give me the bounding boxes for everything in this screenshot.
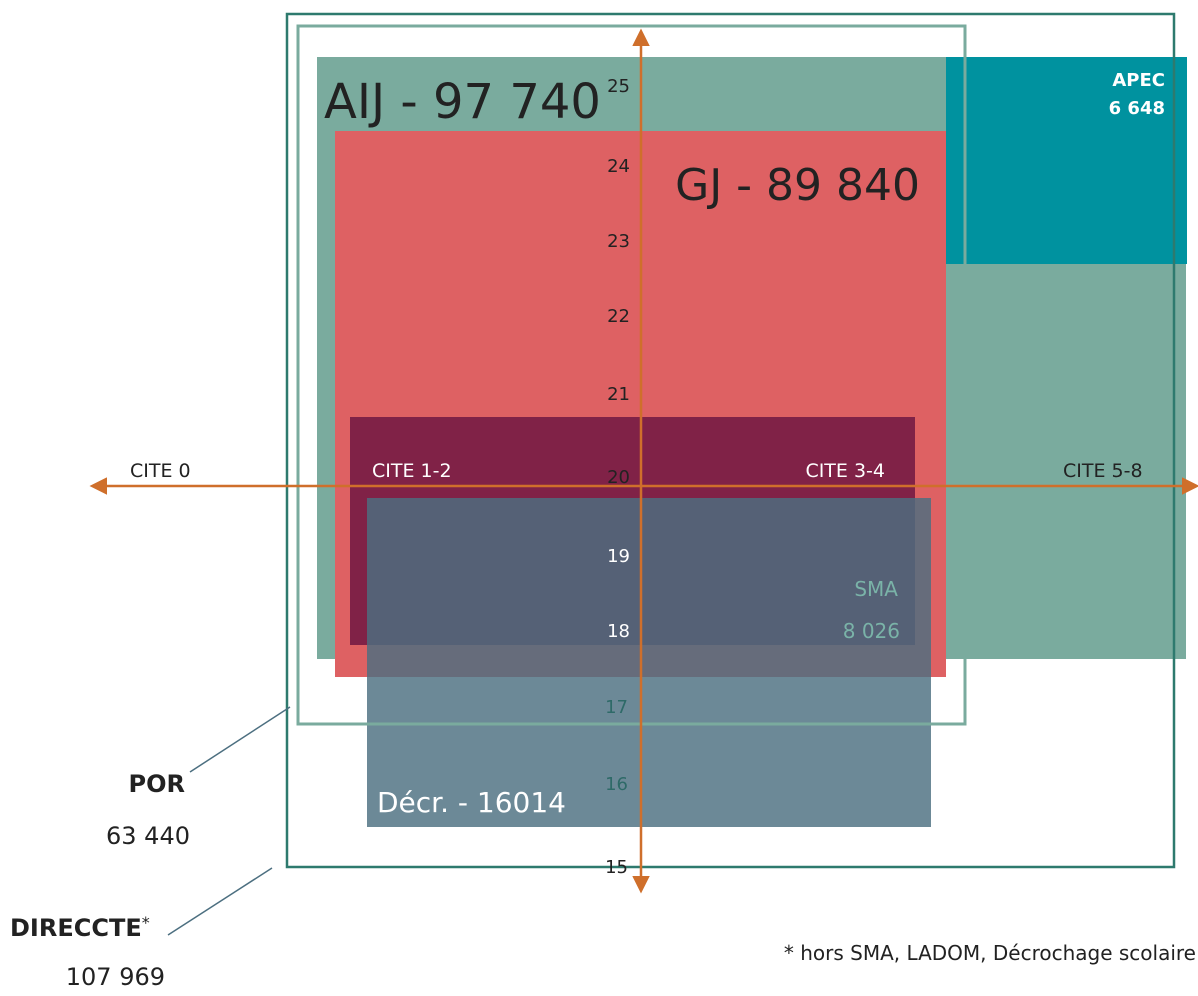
y-tick: 20 [607, 467, 630, 488]
cite-0-label: CITE 0 [130, 460, 191, 482]
direccte-frame [285, 12, 1176, 869]
y-tick: 21 [607, 384, 630, 405]
y-tick-labels: 25 24 23 22 21 20 19 18 17 16 15 [605, 76, 630, 878]
y-tick: 15 [605, 857, 628, 878]
sma-label-value: 8 026 [843, 619, 900, 643]
direccte-leader-line [167, 867, 273, 936]
y-tick: 23 [607, 231, 630, 252]
y-tick: 17 [605, 697, 628, 718]
por-leader-line [189, 706, 291, 773]
decr-label: Décr. - 16014 [377, 786, 566, 819]
y-tick: 16 [605, 774, 628, 795]
apec-label-value: 6 648 [1109, 98, 1165, 119]
direccte-value: 107 969 [66, 963, 165, 991]
cite-5-8-label: CITE 5-8 [1063, 460, 1143, 482]
cite-1-2-label: CITE 1-2 [372, 460, 452, 482]
apec-box [946, 57, 1187, 264]
y-tick: 24 [607, 156, 630, 177]
direccte-asterisk: * [142, 913, 150, 932]
por-name: POR [129, 770, 185, 798]
direccte-name: DIRECCTE* [10, 913, 150, 942]
gj-label: GJ - 89 840 [675, 160, 920, 211]
apec-label-name: APEC [1112, 70, 1165, 91]
decr-box [367, 498, 931, 827]
y-tick: 25 [607, 76, 630, 97]
cite-3-4-label: CITE 3-4 [805, 460, 885, 482]
y-tick: 19 [607, 546, 630, 567]
por-frame [296, 24, 967, 726]
sma-label-name: SMA [854, 577, 898, 601]
por-value: 63 440 [106, 822, 190, 850]
aij-label: AIJ - 97 740 [324, 74, 601, 130]
y-tick: 22 [607, 306, 630, 327]
footnote: * hors SMA, LADOM, Décrochage scolaire [784, 941, 1196, 965]
y-tick: 18 [607, 621, 630, 642]
